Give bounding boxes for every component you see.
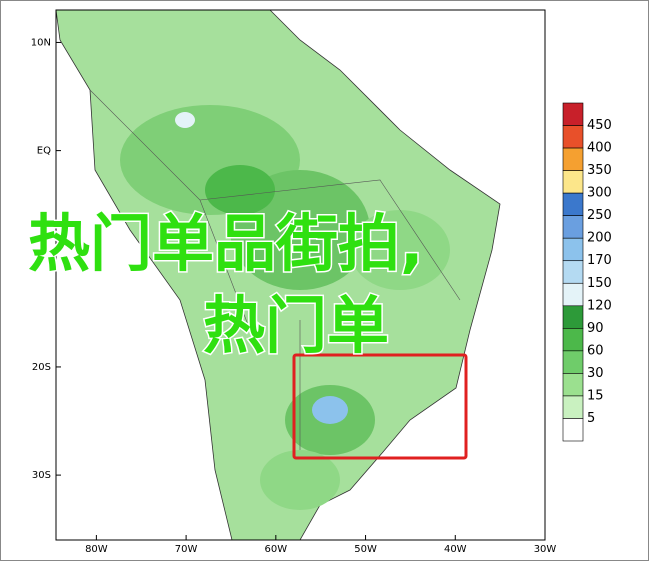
colorbar-swatch [562,125,584,149]
overlay-text: 热门单 [203,289,389,362]
rain-area [205,165,275,215]
x-tick-label: 40W [444,544,467,555]
colorbar-label: 350 [587,163,612,178]
colorbar-label: 150 [587,276,612,291]
y-tick-label: 30S [32,470,51,481]
colorbar-swatch [562,395,584,419]
x-tick-label: 30W [534,544,557,555]
colorbar-label: 250 [587,208,612,223]
colorbar-label: 60 [587,343,604,358]
rain-area [175,112,195,128]
map-frame [55,9,546,541]
colorbar-label: 120 [587,298,612,313]
overlay-text: 热门单品街拍, [28,207,424,280]
colorbar-swatch [562,282,584,307]
colorbar-swatch [562,102,584,126]
y-tick-label: EQ [37,146,51,157]
y-tick-label: 20S [32,362,51,373]
colorbar-label: 400 [587,141,612,156]
rain-area [260,450,340,510]
colorbar-swatch [562,170,584,194]
colorbar-label: 30 [587,366,604,381]
x-tick-label: 70W [175,544,198,555]
colorbar-swatch [562,350,584,374]
highlight-box [292,353,468,460]
land [55,9,501,541]
x-tick-label: 80W [85,544,108,555]
colorbar-swatch [562,373,584,397]
colorbar-swatch [562,418,584,442]
colorbar-swatch [562,192,584,216]
colorbar-label: 300 [587,186,612,201]
colorbar-label: 450 [587,118,612,133]
colorbar-swatch [562,328,584,352]
colorbar-label: 5 [587,411,595,426]
rain-area [350,210,450,290]
x-tick-label: 60W [265,544,288,555]
y-tick-label: 10N [31,37,51,48]
colorbar-swatch [562,147,584,171]
colorbar-swatch [562,215,584,239]
rain-area [312,396,348,424]
colorbar-swatch [562,305,584,329]
colorbar-label: 170 [587,253,612,268]
colorbar-swatch [562,237,584,262]
colorbar-label: 200 [587,231,612,246]
colorbar-label: 15 [587,388,604,403]
colorbar-swatch [562,260,584,284]
colorbar-label: 90 [587,321,604,336]
border [89,89,461,450]
x-tick-label: 50W [354,544,377,555]
